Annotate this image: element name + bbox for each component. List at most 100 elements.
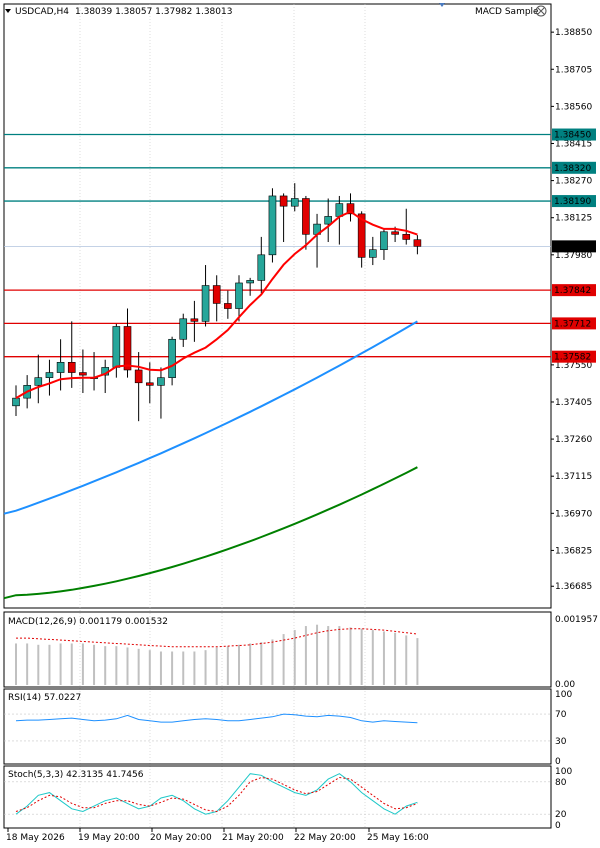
rsi-tick-label: 70 bbox=[555, 710, 567, 720]
macd-frame bbox=[3, 611, 552, 688]
candle-body bbox=[56, 362, 65, 373]
macd-panel: 0.001957 0.00 bbox=[3, 611, 598, 690]
candle-body bbox=[212, 285, 221, 304]
rsi-panel: 100 70 30 0 bbox=[3, 688, 572, 767]
level-price-tag bbox=[552, 161, 596, 174]
stoch-tick-label: 100 bbox=[555, 767, 572, 777]
time-tick-label: 18 May 2026 bbox=[6, 833, 65, 843]
candle-body bbox=[179, 318, 188, 340]
stoch-label: Stoch(5,3,3) 42.3135 41.7456 bbox=[8, 770, 144, 780]
level-price-label: 1.37712 bbox=[554, 319, 591, 329]
close-icon[interactable] bbox=[537, 7, 545, 15]
candle-body bbox=[413, 239, 422, 247]
candle-body bbox=[79, 372, 87, 376]
price-tick-label: 1.38850 bbox=[555, 28, 592, 38]
candle-body bbox=[290, 198, 299, 207]
macd-signal-line bbox=[16, 628, 418, 648]
current-price-label: 1.38013 bbox=[554, 242, 591, 252]
price-frame bbox=[3, 3, 552, 609]
candle-body bbox=[168, 338, 176, 378]
candle-body bbox=[279, 195, 288, 207]
price-tick-label: 1.37260 bbox=[555, 435, 592, 445]
time-tick-label: 19 May 20:00 bbox=[78, 833, 140, 843]
symbol-label: USDCAD,H4 bbox=[15, 7, 69, 17]
price-tick-label: 1.37405 bbox=[555, 398, 592, 408]
price-tick-label: 1.38270 bbox=[555, 177, 592, 187]
price-tick-label: 1.37980 bbox=[555, 251, 592, 261]
candle-body bbox=[34, 377, 43, 386]
price-panel: 1.38850 1.38705 1.38560 1.38415 1.38270 1.381… bbox=[3, 3, 596, 828]
candle-body bbox=[402, 234, 411, 240]
candle-body bbox=[324, 216, 333, 225]
stoch-frame bbox=[3, 765, 552, 829]
moving-average-line bbox=[15, 210, 418, 399]
candle-body bbox=[368, 249, 377, 258]
time-tick-label: 20 May 20:00 bbox=[150, 833, 212, 843]
candle-body bbox=[157, 377, 165, 386]
candle-body bbox=[380, 231, 388, 250]
price-tick-label: 1.38125 bbox=[555, 214, 592, 224]
rsi-tick-label: 0 bbox=[555, 757, 561, 767]
price-tick-label: 1.36685 bbox=[555, 582, 592, 592]
candle-body bbox=[67, 362, 76, 373]
candle-body bbox=[391, 231, 399, 235]
dropdown-triangle-icon[interactable] bbox=[5, 9, 11, 13]
macd-label: MACD(12,26,9) 0.001179 0.001532 bbox=[8, 617, 168, 627]
candle-body bbox=[190, 318, 199, 322]
candle-body bbox=[346, 203, 355, 215]
macd-tick-label: 0.001957 bbox=[555, 615, 598, 625]
level-price-label: 1.38320 bbox=[554, 164, 591, 174]
price-tick-label: 1.37115 bbox=[555, 472, 592, 482]
macd-tick-label: 0.00 bbox=[555, 680, 575, 690]
level-price-tag bbox=[552, 350, 596, 363]
candle-body bbox=[134, 369, 143, 384]
level-price-label: 1.37582 bbox=[554, 353, 591, 363]
candle-body bbox=[45, 372, 54, 378]
expert-status-icon[interactable] bbox=[535, 5, 547, 17]
price-tick-label: 1.38560 bbox=[555, 102, 592, 112]
time-tick-label: 25 May 16:00 bbox=[367, 833, 429, 843]
level-price-tag bbox=[552, 128, 596, 141]
rsi-tick-label: 100 bbox=[555, 690, 572, 700]
ohlc-readout: 1.38039 1.38057 1.37982 1.38013 bbox=[75, 7, 232, 17]
time-tick-label: 21 May 20:00 bbox=[222, 833, 284, 843]
candle-body bbox=[302, 198, 310, 235]
candle-body bbox=[123, 326, 132, 371]
rsi-line bbox=[15, 713, 418, 724]
price-tick-label: 1.37550 bbox=[555, 361, 592, 371]
level-price-tag bbox=[552, 317, 596, 330]
candle-body bbox=[12, 397, 20, 407]
candle-body bbox=[201, 285, 210, 322]
candle-body bbox=[146, 382, 154, 386]
candle-body bbox=[257, 254, 266, 281]
rsi-tick-label: 30 bbox=[555, 737, 567, 747]
level-price-tag bbox=[552, 284, 596, 297]
price-tick-label: 1.38415 bbox=[555, 139, 592, 149]
price-tick-label: 1.36825 bbox=[555, 546, 592, 556]
time-tick-label: 22 May 20:00 bbox=[294, 833, 356, 843]
expert-label: MACD Sample bbox=[475, 7, 539, 17]
price-tick-label: 1.36970 bbox=[555, 509, 592, 519]
level-price-tag bbox=[552, 195, 596, 208]
candle-body bbox=[224, 303, 232, 309]
stoch-tick-label: 80 bbox=[555, 778, 567, 788]
level-price-label: 1.37842 bbox=[554, 286, 591, 296]
moving-average-line bbox=[3, 466, 418, 600]
candle-body bbox=[235, 282, 243, 309]
candle-body bbox=[246, 280, 254, 284]
shift-marker-icon[interactable] bbox=[439, 3, 445, 7]
rsi-frame bbox=[3, 688, 552, 765]
price-tick-label: 1.38705 bbox=[555, 65, 592, 75]
level-price-label: 1.38190 bbox=[554, 197, 591, 207]
stoch-tick-label: 20 bbox=[555, 810, 567, 820]
time-axis: 18 May 2026 19 May 20:00 20 May 20:00 21 Ma… bbox=[6, 828, 429, 843]
candle-body bbox=[112, 326, 121, 368]
stoch-signal-line bbox=[15, 776, 418, 813]
current-price-tag bbox=[552, 240, 596, 253]
candle-body bbox=[268, 195, 277, 256]
candle-body bbox=[357, 213, 366, 258]
moving-average-line bbox=[3, 320, 418, 515]
rsi-label: RSI(14) 57.0227 bbox=[8, 693, 81, 703]
